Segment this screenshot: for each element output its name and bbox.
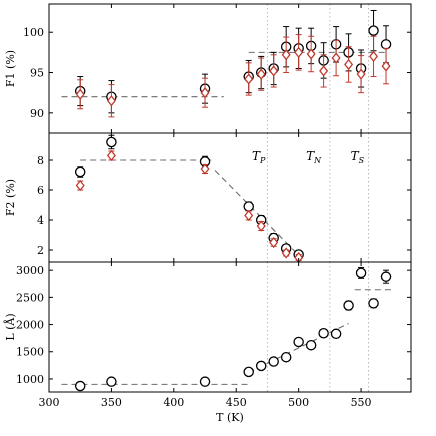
y-tick-label: 6 <box>37 184 44 197</box>
data-point-diamond <box>106 149 116 162</box>
x-tick-label: 450 <box>226 396 247 409</box>
data-point-diamond <box>200 87 210 99</box>
data-point-diamond <box>256 220 266 232</box>
y-axis-label: L (Å) <box>3 313 17 340</box>
y-tick-label: 1000 <box>16 373 44 386</box>
x-axis-label: T (K) <box>216 411 244 424</box>
data-point-circle <box>280 351 292 363</box>
x-tick-label: 500 <box>288 396 309 409</box>
data-point-circle <box>368 298 379 309</box>
transition-annotation: TP <box>252 149 266 165</box>
data-point-circle <box>368 25 379 36</box>
data-point-diamond <box>281 247 291 259</box>
panel-f2: 2 4 6 8 F2 (%) TP TN TS <box>4 132 412 264</box>
plot-frame <box>48 261 412 393</box>
transition-annotation: TS <box>351 149 365 165</box>
data-point-diamond <box>356 68 366 80</box>
panel-f1: 90 95 100 F1 (%) <box>4 3 412 134</box>
x-tick-label: 400 <box>163 396 184 409</box>
data-point-diamond <box>306 48 316 60</box>
transition-annotation: TN <box>306 149 322 165</box>
data-point-diamond <box>281 49 291 61</box>
data-point-diamond <box>369 50 379 63</box>
data-point-circle <box>255 360 267 372</box>
y-tick-label: 90 <box>30 107 44 120</box>
data-point-circle <box>243 201 254 212</box>
y-axis-label: F2 (%) <box>4 179 17 216</box>
data-point-diamond <box>256 68 266 80</box>
data-point-diamond <box>244 209 254 222</box>
transition-annotation-subscript: P <box>259 156 266 165</box>
data-point-circle <box>199 376 211 387</box>
x-tick-label: 300 <box>39 396 60 409</box>
panel-l: 1000 1500 2000 2500 3000 300 350 400 450 500 550 L … <box>3 261 412 424</box>
data-point-circle <box>380 39 392 50</box>
data-point-diamond <box>75 88 85 100</box>
data-point-diamond <box>200 163 210 175</box>
data-point-diamond <box>331 52 341 64</box>
y-tick-label: 2000 <box>16 319 44 332</box>
data-point-diamond <box>344 58 354 71</box>
data-point-circle <box>243 366 254 378</box>
transition-annotation-subscript: S <box>359 156 365 165</box>
data-point-circle <box>74 380 86 392</box>
data-point-diamond <box>381 60 391 72</box>
data-point-diamond <box>244 73 254 85</box>
y-axis-label: F1 (%) <box>4 50 17 87</box>
data-point-circle <box>355 267 367 279</box>
data-point-circle <box>318 328 329 339</box>
y-tick-label: 3000 <box>16 264 44 277</box>
y-tick-label: 2 <box>37 244 44 257</box>
data-point-circle <box>74 166 86 178</box>
data-point-circle <box>293 336 304 348</box>
y-tick-label: 2500 <box>16 291 44 304</box>
y-tick-label: 100 <box>23 26 44 39</box>
y-tick-label: 1500 <box>16 346 44 359</box>
data-point-diamond <box>75 179 85 192</box>
data-point-diamond <box>319 65 329 77</box>
data-point-diamond <box>269 236 279 249</box>
y-tick-label: 4 <box>37 214 44 227</box>
data-point-circle <box>305 339 317 351</box>
data-point-circle <box>106 136 117 148</box>
data-point-circle <box>380 271 392 282</box>
y-tick-label: 8 <box>37 154 44 167</box>
x-tick-label: 350 <box>101 396 122 409</box>
data-point-circle <box>343 300 354 311</box>
data-point-circle <box>106 376 117 387</box>
data-point-circle <box>330 328 342 340</box>
y-tick-label: 95 <box>30 67 44 80</box>
data-point-circle <box>268 356 279 367</box>
data-point-diamond <box>269 65 279 77</box>
data-point-diamond <box>294 46 304 59</box>
x-tick-label: 550 <box>351 396 372 409</box>
data-point-diamond <box>106 95 116 107</box>
transition-annotation-subscript: N <box>313 156 322 165</box>
